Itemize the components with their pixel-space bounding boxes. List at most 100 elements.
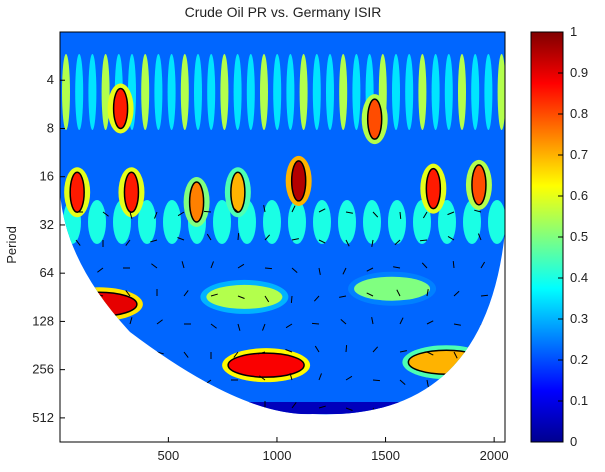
colorbar-tick-label: 0.4 [570,270,588,285]
phase-arrow [480,261,486,269]
coherence-streak [88,54,97,130]
plot-frame [59,31,506,443]
phase-arrow [339,295,347,298]
coherence-streak [75,54,84,130]
phase-arrow [371,317,374,325]
phase-arrow [342,267,347,275]
coherence-streak [220,54,229,130]
phase-arrow [426,289,429,297]
phase-arrow [453,323,461,326]
coherence-regions [60,54,505,414]
coherence-region [290,160,307,202]
phase-arrow [233,351,239,358]
coherence-patch [163,200,181,244]
colorbar-tick-label: 0.9 [570,65,588,80]
coherence-streak [260,54,268,130]
coherence-region [471,164,487,206]
phase-arrow [285,349,293,353]
phase-arrow [393,266,401,269]
coherence-patch [388,200,406,244]
coherence-patch [288,200,306,244]
phase-arrow [447,235,455,241]
x-tick-label: 2000 [480,448,509,463]
chart-title: Crude Oil PR vs. Germany ISIR [185,4,382,20]
coherence-patch [363,200,381,244]
coherence-streak [392,54,400,130]
colorbar-tick-label: 0.8 [570,106,588,121]
phase-arrow [366,292,374,297]
phase-arrow [125,239,131,246]
coherence-streak [431,54,440,130]
coherence-streak [101,54,110,130]
coherence-streak [444,54,453,130]
phase-arrow [345,375,353,381]
phase-arrow [318,208,326,213]
phase-arrow [372,346,379,353]
phase-arrow [210,261,214,269]
phase-arrow [318,373,322,381]
phase-arrow [181,261,185,269]
y-tick-label: 16 [40,169,54,184]
phase-arrow [345,239,350,247]
y-tick-label: 512 [32,410,54,425]
phase-arrow [289,373,293,381]
phase-arrow [477,233,482,241]
phase-arrow [154,211,158,219]
coherence-region [69,171,85,213]
coherence-streak [299,54,308,130]
phase-arrow [372,379,381,382]
coherence-streak [141,54,150,130]
phase-arrow [421,262,428,269]
phase-arrow [237,323,241,331]
phase-arrow [340,318,347,325]
colorbar-tick-label: 0 [570,434,577,449]
phase-arrow [210,323,217,329]
y-tick-label: 256 [32,362,54,377]
phase-arrow [447,211,455,216]
phase-arrow [156,351,164,355]
coherence-streak [484,54,493,130]
colorbar-axis: 0 0.1 0.2 0.3 0.4 0.5 0.6 0.7 0.8 0.9 1 [558,24,588,449]
phase-arrow [259,375,266,381]
coherence-streak [286,54,295,130]
phase-arrow [291,267,298,274]
coherence-patch [88,200,106,244]
phase-arrow [291,402,297,409]
phase-arrow [264,267,273,270]
phase-arrow [318,267,321,275]
y-axis-label: Period [4,226,19,264]
x-tick-label: 1000 [263,448,292,463]
coherence-patch [338,200,356,244]
colorbar-tick-label: 0.1 [570,393,588,408]
phase-arrow [290,295,293,304]
phase-arrow [345,344,348,353]
coherence-field [60,32,505,415]
coherence-streak [418,54,427,130]
x-tick-label: 1500 [371,448,400,463]
phase-arrow [151,263,158,269]
phase-arrow [399,317,404,325]
phase-arrow [177,211,185,217]
coherence-patch [413,200,431,244]
phase-arrow [177,237,185,241]
phase-arrow [318,405,326,409]
phase-arrow [183,290,189,297]
phase-arrow [474,209,482,213]
phase-arrow [399,379,406,386]
phase-arrow [313,295,320,302]
phase-arrow [210,293,218,297]
coherence-patch [213,200,231,244]
x-tick-label: 500 [158,448,180,463]
coherence-patch [488,200,505,244]
phase-arrow [97,267,104,273]
phase-arrow [422,211,428,219]
phase-arrow [345,407,353,411]
y-axis: 4 8 16 32 64 128 256 512 [32,72,65,425]
phase-arrow [366,267,374,272]
coherence-streak [180,54,189,130]
phase-arrow [426,379,429,387]
phase-arrow [129,317,133,325]
colorbar-tick-label: 0.7 [570,147,588,162]
phase-arrow [264,295,270,303]
coherence-streak [497,54,505,130]
